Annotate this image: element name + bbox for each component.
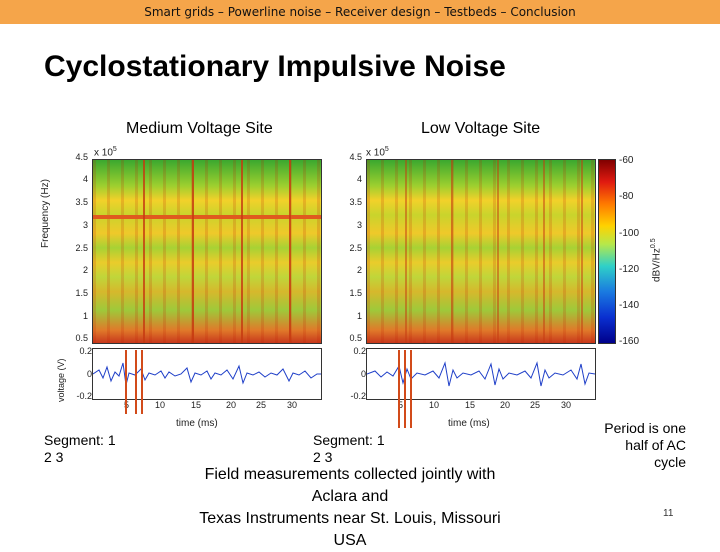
right-ytick: 2.5: [349, 243, 362, 253]
low-voltage-label: Low Voltage Site: [421, 120, 541, 137]
right-segment-note: Segment: 1 2 3: [313, 432, 385, 466]
right-ytick: 4.5: [349, 152, 362, 162]
right-ytick: 3: [356, 220, 362, 230]
right-segment-line1: Segment: 1: [313, 432, 385, 448]
right-time-tick: 30: [561, 400, 572, 410]
left-ytick: 0.5: [75, 333, 88, 343]
right-time-tick: 15: [465, 400, 476, 410]
left-voltage-label: voltage (V): [56, 358, 66, 402]
left-ytick: 2.5: [75, 243, 88, 253]
colorbar-tick: -160: [619, 336, 640, 347]
left-ytick: 3: [82, 220, 88, 230]
left-segment-note: Segment: 1 2 3: [44, 432, 116, 466]
left-y-axis-label: Frequency (Hz): [40, 179, 51, 248]
colorbar-tick: -60: [619, 155, 634, 166]
left-ytick: 2: [82, 265, 88, 275]
left-segment-marker: [125, 350, 127, 414]
left-waveform: [92, 348, 322, 400]
right-ytick: 1: [356, 311, 362, 321]
right-time-label: time (ms): [448, 418, 490, 429]
left-time-tick: 10: [155, 400, 166, 410]
right-segment-marker: [404, 350, 406, 428]
left-time-tick: 20: [226, 400, 237, 410]
measurement-line3: Texas Instruments near St. Louis, Missou…: [199, 510, 501, 527]
left-time-tick: 25: [256, 400, 267, 410]
medium-voltage-label: Medium Voltage Site: [126, 120, 273, 137]
left-ytick: 3.5: [75, 197, 88, 207]
right-volt-tick: 0.2: [353, 346, 366, 356]
right-exponent: x 105: [366, 146, 389, 159]
measurement-line4: USA: [333, 532, 367, 549]
left-time-tick: 30: [287, 400, 298, 410]
right-volt-tick: 0: [360, 369, 366, 379]
left-signal-trace: [93, 362, 321, 386]
right-time-tick: 25: [530, 400, 541, 410]
measurement-line2: Aclara and: [311, 488, 389, 505]
left-spectrogram: [92, 159, 322, 344]
breadcrumb-bar: Smart grids – Powerline noise – Receiver…: [0, 0, 720, 24]
left-time-label: time (ms): [176, 418, 218, 429]
left-waveform-plot: [93, 362, 321, 386]
right-time-tick: 10: [429, 400, 440, 410]
left-segment-line2: 2 3: [44, 449, 64, 465]
left-exponent: x 105: [94, 146, 117, 159]
colorbar-tick: -140: [619, 300, 640, 311]
colorbar-tick: -100: [619, 228, 640, 239]
right-segment-line2: 2 3: [313, 449, 333, 465]
measurement-note: Field measurements collected jointly wit…: [170, 464, 530, 552]
left-time-tick: 15: [191, 400, 202, 410]
right-volt-tick: -0.2: [350, 391, 366, 401]
left-volt-tick: 0: [86, 369, 92, 379]
measurement-line1: Field measurements collected jointly wit…: [204, 466, 496, 483]
right-waveform-plot: [367, 361, 595, 387]
right-ytick: 0.5: [349, 333, 362, 343]
slide-title: Cyclostationary Impulsive Noise: [44, 50, 506, 83]
breadcrumb: Smart grids – Powerline noise – Receiver…: [144, 5, 576, 19]
colorbar-label: dBV/Hz0.5: [650, 238, 663, 282]
page-number: 11: [663, 508, 674, 519]
right-ytick: 3.5: [349, 197, 362, 207]
colorbar-tick: -80: [619, 191, 634, 202]
left-volt-tick: 0.2: [79, 346, 92, 356]
left-ytick: 1.5: [75, 288, 88, 298]
right-spectrogram: [366, 159, 596, 344]
left-segment-marker: [135, 350, 137, 414]
left-segment-line1: Segment: 1: [44, 432, 116, 448]
right-signal-trace: [367, 361, 595, 387]
left-ytick: 4: [82, 174, 88, 184]
right-waveform: [366, 348, 596, 400]
right-time-tick: 20: [500, 400, 511, 410]
right-ytick: 4: [356, 174, 362, 184]
right-ytick: 2: [356, 265, 362, 275]
right-segment-marker: [410, 350, 412, 428]
right-time-tick: 5: [398, 400, 404, 410]
right-segment-marker: [398, 350, 400, 428]
colorbar: [598, 159, 616, 344]
left-segment-marker: [141, 350, 143, 414]
colorbar-tick: -120: [619, 264, 640, 275]
left-ytick: 4.5: [75, 152, 88, 162]
right-ytick: 1.5: [349, 288, 362, 298]
period-note: Period is one half of AC cycle: [604, 420, 686, 470]
left-volt-tick: -0.2: [76, 391, 92, 401]
left-ytick: 1: [82, 311, 88, 321]
